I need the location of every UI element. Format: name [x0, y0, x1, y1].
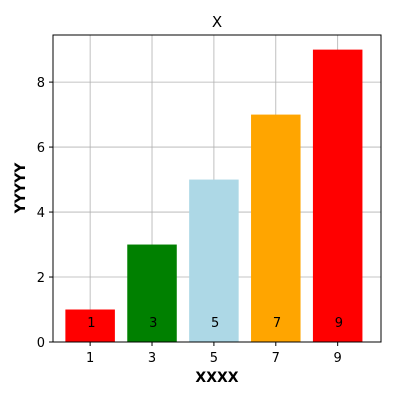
x-axis-ticks: 1 3 5 7 9	[86, 342, 342, 366]
y-tick-label: 2	[37, 271, 45, 286]
bar-label: 1	[87, 316, 95, 331]
y-tick-label: 6	[37, 141, 45, 156]
bar	[312, 49, 363, 342]
x-tick-label: 3	[148, 351, 156, 366]
bars	[65, 49, 363, 342]
y-axis-ticks: 0 2 4 6 8	[37, 76, 53, 351]
bar	[65, 309, 115, 342]
y-tick-label: 4	[37, 206, 45, 221]
bar-label: 9	[335, 316, 343, 331]
x-axis-label: XXXX	[195, 370, 238, 386]
bar	[189, 179, 239, 342]
bar-labels: 1 3 5 7 9	[87, 316, 343, 331]
bar-label: 3	[149, 316, 157, 331]
x-tick-label: 7	[272, 351, 280, 366]
bar-label: 5	[211, 316, 219, 331]
bar	[127, 244, 177, 342]
chart-title: X	[212, 13, 222, 31]
x-tick-label: 9	[334, 351, 342, 366]
y-axis-label: YYYYY	[13, 162, 29, 215]
bar	[251, 114, 301, 342]
plot-frame	[52, 34, 382, 343]
bar-label: 7	[273, 316, 281, 331]
y-tick-label: 8	[37, 76, 45, 91]
x-tick-label: 1	[86, 351, 94, 366]
y-tick-label: 0	[37, 336, 45, 351]
x-tick-label: 5	[210, 351, 218, 366]
